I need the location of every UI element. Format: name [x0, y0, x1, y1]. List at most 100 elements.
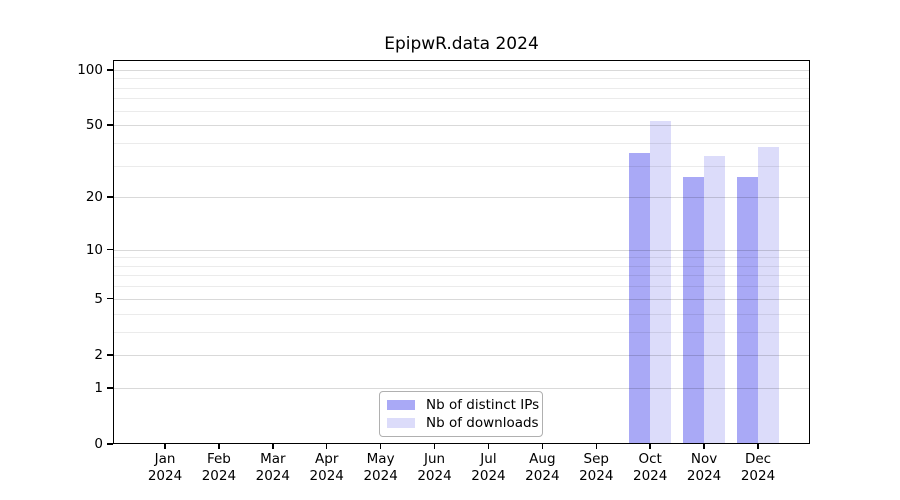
gridline-minor	[113, 257, 810, 259]
plot-area	[113, 60, 810, 444]
bars-layer	[113, 60, 810, 444]
gridline-major	[113, 197, 810, 199]
x-tick-mark	[218, 444, 220, 449]
x-tick-label: Apr 2024	[287, 451, 367, 484]
x-tick-mark	[757, 444, 759, 449]
gridline-minor	[113, 87, 810, 89]
x-tick-label: Sep 2024	[556, 451, 636, 484]
x-tick-month: Nov	[690, 451, 718, 467]
gridline-minor	[113, 78, 810, 80]
x-tick-year: 2024	[255, 467, 290, 484]
y-tick-mark	[107, 248, 113, 251]
gridline-major	[113, 69, 810, 71]
x-tick-mark	[541, 444, 544, 449]
y-tick-label: 50	[85, 117, 103, 134]
y-tick-mark	[107, 443, 113, 445]
x-tick-mark	[487, 444, 490, 449]
x-tick-label: May 2024	[341, 451, 421, 484]
x-tick-year: 2024	[579, 467, 614, 484]
x-tick-mark	[272, 444, 274, 449]
y-tick-label: 2	[94, 346, 103, 363]
bar-oct-downloads	[650, 120, 672, 444]
x-tick-label: Mar 2024	[233, 451, 313, 484]
gridline-minor	[113, 142, 810, 144]
x-tick-year: 2024	[740, 467, 776, 484]
x-tick-year: 2024	[525, 467, 560, 484]
gridline-major	[113, 354, 810, 356]
x-tick-month: Feb	[206, 451, 231, 467]
x-tick-mark	[379, 444, 382, 449]
gridline-minor	[113, 98, 810, 100]
x-tick-year: 2024	[147, 467, 183, 484]
x-tick-year: 2024	[363, 467, 398, 484]
gridline-minor	[113, 286, 810, 288]
legend-swatch-distinct-ips	[387, 400, 415, 410]
y-tick-label: 10	[85, 241, 103, 258]
x-tick-month: Jan	[154, 451, 176, 467]
gridline-minor	[113, 313, 810, 315]
legend: Nb of distinct IPs Nb of downloads	[379, 391, 543, 437]
chart-title: EpipwR.data 2024	[384, 34, 539, 54]
x-tick-mark	[595, 444, 598, 449]
x-tick-month: Mar	[260, 451, 286, 467]
grid-minor-layer	[113, 60, 810, 444]
y-tick-label: 0	[94, 436, 103, 452]
legend-item-distinct-ips: Nb of distinct IPs	[387, 397, 539, 413]
y-tick-label: 100	[77, 61, 103, 78]
legend-item-downloads: Nb of downloads	[387, 415, 539, 431]
y-tick-label: 5	[94, 290, 103, 307]
x-tick-year: 2024	[309, 467, 344, 484]
x-tick-month: Aug	[529, 451, 556, 467]
gridline-minor	[113, 265, 810, 267]
bar-nov-downloads	[704, 155, 726, 444]
x-tick-year: 2024	[201, 467, 237, 484]
x-tick-mark	[649, 444, 651, 449]
gridline-major	[113, 249, 810, 251]
x-tick-label: Nov 2024	[664, 451, 744, 484]
x-tick-mark	[703, 444, 705, 449]
x-tick-label: Oct 2024	[610, 451, 690, 484]
x-tick-label: Jun 2024	[395, 451, 475, 484]
x-tick-mark	[433, 444, 436, 449]
x-tick-label: Jan 2024	[125, 451, 205, 484]
x-tick-mark	[164, 444, 166, 449]
x-tick-label: Dec 2024	[718, 451, 798, 484]
x-tick-month: Dec	[744, 451, 772, 467]
x-tick-label: Aug 2024	[502, 451, 582, 484]
gridline-minor	[113, 165, 810, 167]
gridline-minor	[113, 331, 810, 333]
x-tick-year: 2024	[417, 467, 452, 484]
legend-label-downloads: Nb of downloads	[426, 415, 539, 431]
gridline-major	[113, 125, 810, 127]
bar-nov-ips	[682, 176, 705, 444]
legend-label-distinct-ips: Nb of distinct IPs	[426, 397, 540, 413]
x-tick-label: Jul 2024	[448, 451, 528, 484]
legend-swatch-downloads	[387, 418, 415, 428]
y-tick-mark	[107, 196, 113, 198]
bar-dec-downloads	[758, 146, 780, 444]
gridline-major	[113, 298, 810, 300]
x-tick-year: 2024	[471, 467, 506, 484]
y-tick-mark	[107, 297, 113, 300]
x-tick-mark	[325, 444, 328, 449]
gridline-minor	[113, 110, 810, 112]
y-tick-mark	[107, 124, 113, 126]
y-tick-mark	[107, 387, 113, 389]
y-tick-label: 20	[85, 189, 103, 206]
y-tick-mark	[107, 354, 113, 356]
x-tick-month: Oct	[638, 451, 662, 467]
x-tick-label: Feb 2024	[179, 451, 259, 484]
gridline-major	[113, 387, 810, 389]
x-tick-month: Jul	[480, 451, 497, 467]
y-tick-label: 1	[94, 379, 103, 396]
grid-major-layer	[113, 60, 810, 444]
x-tick-month: Sep	[583, 451, 609, 467]
x-tick-month: Jun	[423, 451, 446, 467]
x-tick-month: May	[366, 451, 395, 467]
x-tick-year: 2024	[686, 467, 722, 484]
bar-oct-ips	[628, 153, 651, 444]
bar-dec-ips	[736, 176, 758, 444]
y-tick-mark	[107, 69, 113, 71]
gridline-minor	[113, 275, 810, 277]
